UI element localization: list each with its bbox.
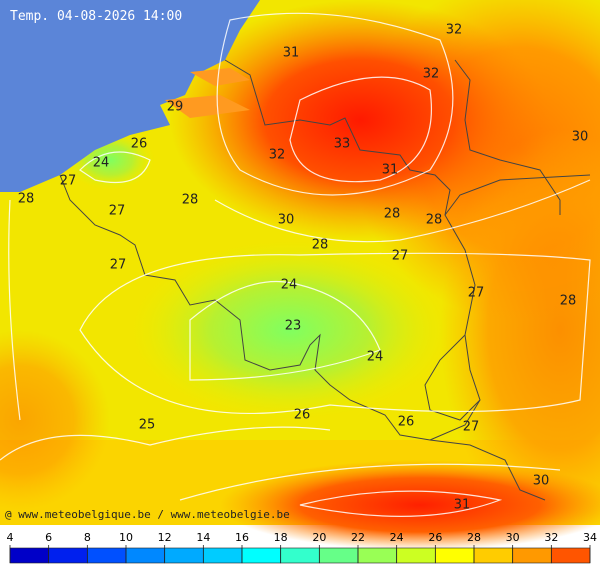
isotherm-label: 25: [139, 418, 156, 433]
colorbar-label: 20: [312, 531, 326, 544]
colorbar-segment: [396, 547, 436, 564]
isotherm-label: 26: [398, 415, 415, 430]
colorbar-label: 6: [45, 531, 52, 544]
colorbar-segment: [203, 547, 243, 564]
colorbar-segment: [48, 547, 88, 564]
isotherm-label: 33: [334, 137, 351, 152]
colorbar-label: 30: [506, 531, 520, 544]
isotherm-label: 27: [60, 174, 77, 189]
map-area: [0, 0, 600, 550]
isotherm-label: 27: [463, 420, 480, 435]
isotherm-label: 28: [384, 207, 401, 222]
colorbar-segment: [473, 547, 513, 564]
colorbar: 4 6 8 10 12 14 16 18 20 22 24 26 28 30 32 34: [7, 531, 597, 564]
colorbar-segment: [241, 547, 281, 564]
isotherm-label: 23: [285, 319, 302, 334]
isotherm-label: 24: [281, 278, 298, 293]
map-title: Temp. 04-08-2026 14:00: [10, 9, 182, 24]
colorbar-label: 18: [274, 531, 288, 544]
colorbar-segment: [280, 547, 320, 564]
colorbar-segment: [357, 547, 397, 564]
isotherm-label: 28: [182, 193, 199, 208]
colorbar-segment: [512, 547, 552, 564]
colorbar-label: 8: [84, 531, 91, 544]
colorbar-label: 26: [428, 531, 442, 544]
colorbar-label: 16: [235, 531, 249, 544]
isotherm-label: 28: [560, 294, 577, 309]
colorbar-label: 4: [7, 531, 14, 544]
colorbar-segment: [125, 547, 165, 564]
isotherm-label: 27: [110, 258, 127, 273]
isotherm-label: 30: [533, 474, 550, 489]
colorbar-segment: [164, 547, 204, 564]
isotherm-labels: 32 31 32 29 30 26 33 32 24 31 27 28 28 27 28 28 30 28 27 27…: [18, 23, 589, 513]
isotherm-label: 28: [312, 238, 329, 253]
isotherm-label: 32: [269, 148, 286, 163]
isotherm-label: 29: [167, 100, 184, 115]
colorbar-segment: [435, 547, 475, 564]
colorbar-segment: [551, 547, 591, 564]
isotherm-label: 27: [468, 286, 485, 301]
isotherm-label: 32: [446, 23, 463, 38]
isotherm-label: 28: [426, 213, 443, 228]
colorbar-label: 28: [467, 531, 481, 544]
isotherm-label: 31: [382, 163, 399, 178]
isotherm-label: 30: [278, 213, 295, 228]
colorbar-label: 32: [544, 531, 558, 544]
colorbar-label: 10: [119, 531, 133, 544]
isotherm-label: 24: [367, 350, 384, 365]
isotherm-label: 28: [18, 192, 35, 207]
colorbar-segment: [9, 547, 49, 564]
isotherm-label: 31: [454, 498, 471, 513]
isotherm-label: 26: [294, 408, 311, 423]
isotherm-label: 27: [109, 204, 126, 219]
isotherm-label: 32: [423, 67, 440, 82]
isotherm-label: 27: [392, 249, 409, 264]
isotherm-label: 24: [93, 156, 110, 171]
colorbar-label: 24: [390, 531, 404, 544]
colorbar-label: 34: [583, 531, 597, 544]
credit: @ www.meteobelgique.be / www.meteobelgie…: [5, 508, 290, 521]
isotherm-label: 26: [131, 137, 148, 152]
colorbar-label: 22: [351, 531, 365, 544]
isotherm-label: 30: [572, 130, 589, 145]
isotherm-label: 31: [283, 46, 300, 61]
colorbar-segment: [319, 547, 359, 564]
colorbar-label: 14: [196, 531, 210, 544]
colorbar-label: 12: [158, 531, 172, 544]
colorbar-segment: [87, 547, 127, 564]
